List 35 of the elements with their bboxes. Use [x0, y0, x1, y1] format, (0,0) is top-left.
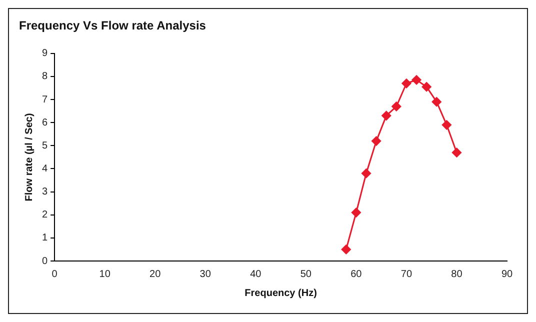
- point: [392, 102, 402, 112]
- point: [452, 148, 462, 158]
- point: [432, 97, 442, 107]
- x-tick-label: 80: [451, 268, 463, 280]
- y-tick-label: 2: [42, 210, 48, 221]
- x-tick-label: 40: [250, 268, 262, 280]
- x-tick-label: 90: [501, 268, 513, 280]
- point: [412, 75, 422, 85]
- point: [341, 244, 351, 254]
- y-tick-label: 7: [42, 94, 48, 106]
- x-tick-label: 0: [52, 268, 58, 280]
- x-tick-label: 50: [300, 268, 312, 280]
- point: [382, 110, 392, 120]
- y-tick-label: 0: [42, 256, 48, 267]
- y-tick-label: 9: [42, 48, 48, 60]
- point: [351, 208, 361, 218]
- x-tick-label: 20: [150, 268, 162, 280]
- point: [372, 136, 382, 146]
- point: [422, 82, 432, 92]
- x-axis-title: Frequency (Hz): [244, 288, 317, 299]
- x-tick-label: 30: [200, 268, 212, 280]
- y-tick-label: 1: [42, 232, 48, 244]
- x-tick-label: 60: [350, 268, 362, 280]
- y-tick-label: 3: [42, 186, 48, 198]
- y-tick-label: 5: [42, 140, 48, 152]
- x-tick-label: 70: [400, 268, 412, 280]
- y-axis-title: Flow rate (µl / Sec): [24, 113, 35, 202]
- point: [442, 120, 452, 130]
- chart-title: Frequency Vs Flow rate Analysis: [19, 18, 206, 33]
- point: [361, 168, 371, 178]
- y-tick-label: 8: [42, 71, 48, 82]
- point: [402, 78, 412, 88]
- y-tick-label: 4: [42, 163, 48, 174]
- x-tick-label: 10: [99, 268, 111, 280]
- y-tick-label: 6: [42, 117, 48, 128]
